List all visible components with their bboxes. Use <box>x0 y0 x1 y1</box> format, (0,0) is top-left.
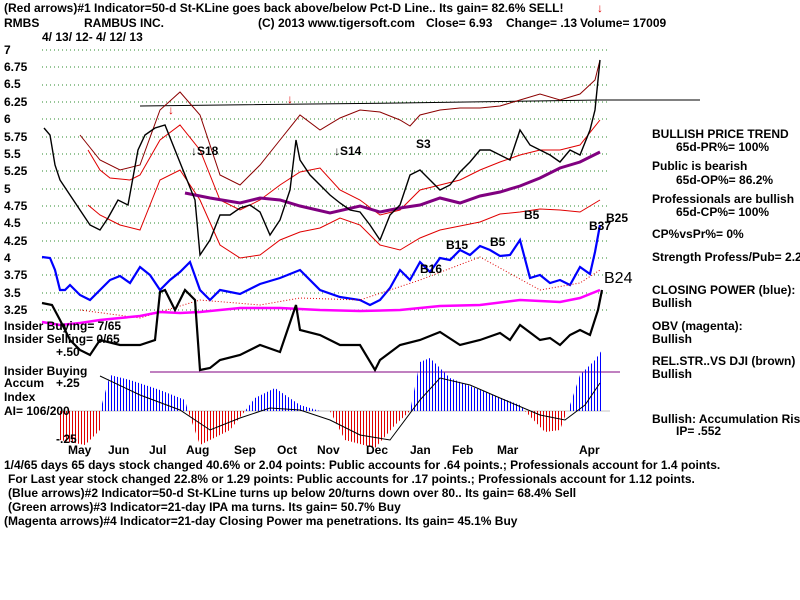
closing-power-title: CLOSING POWER (blue): <box>652 283 796 297</box>
month-label: Dec <box>366 443 389 457</box>
copyright: (C) 2013 www.tigersoft.com <box>258 16 415 30</box>
y-tick: 7 <box>4 43 11 57</box>
relstr-value: Bullish <box>652 367 693 381</box>
upper-band <box>79 59 601 186</box>
cpvspr-value: CP%vsPr%= 0% <box>652 227 744 241</box>
month-label: May <box>68 443 92 457</box>
plus50-label: +.50 <box>56 345 80 359</box>
signal-b16: B16 <box>420 262 443 276</box>
accum-neg-2 <box>188 411 245 445</box>
accum-pos-1 <box>100 375 188 411</box>
month-label: Oct <box>277 443 298 457</box>
closing-power-line <box>41 224 602 307</box>
ticker: RMBS <box>4 16 40 30</box>
ma-purple <box>184 150 601 215</box>
pr-value: 65d-PR%= 100% <box>676 140 770 154</box>
accum-neg-3 <box>330 411 410 448</box>
y-tick: 5.25 <box>4 164 28 178</box>
accum-label: Accum <box>4 376 45 390</box>
month-label: Aug <box>186 443 210 457</box>
indicator-1-title: (Red arrows)#1 Indicator=50-d St-KLine g… <box>4 1 564 15</box>
date-range: 4/ 13/ 12- 4/ 12/ 13 <box>42 30 143 44</box>
footer-line-3: (Blue arrows)#2 Indicator=50-d St-KLine … <box>8 486 577 500</box>
footer-line-4: (Green arrows)#3 Indicator=21-day IPA ma… <box>8 500 401 514</box>
month-label: Jul <box>149 443 167 457</box>
volume-value: Volume= 17009 <box>580 16 667 30</box>
accum-pos-3 <box>410 358 525 411</box>
month-label: Apr <box>579 443 600 457</box>
public-title: Public is bearish <box>652 159 748 173</box>
insider-buying-label: Insider Buying <box>4 364 88 378</box>
y-tick: 3.5 <box>4 286 21 300</box>
ai-value: AI= 106/200 <box>4 404 70 418</box>
company-name: RAMBUS INC. <box>84 16 164 30</box>
strength-value: Strength Profess/Pub= 2.2 <box>652 250 800 264</box>
obv-line <box>41 288 601 327</box>
signal-b37: B37 <box>589 219 612 233</box>
accum-pos-4 <box>568 350 602 411</box>
accum-neg-4 <box>525 411 567 432</box>
relstr-title: REL.STR..VS DJI (brown) <box>652 354 796 368</box>
price-line <box>43 59 601 258</box>
y-tick: 4.75 <box>4 199 28 213</box>
rel-strength-line <box>41 288 604 373</box>
minus25-label: -.25 <box>56 432 77 446</box>
footer-line-1: 1/4/65 days 65 days stock changed 40.6% … <box>4 458 721 472</box>
accum-pos-2 <box>245 388 320 411</box>
signal-b5: B5 <box>524 208 540 222</box>
signal-b5b: B5 <box>490 235 506 249</box>
y-tick: 3.25 <box>4 303 28 317</box>
signal-b15: B15 <box>446 238 469 252</box>
arrow-down-icon: ↓ <box>287 92 293 106</box>
index-label: Index <box>4 390 36 404</box>
lower-band <box>87 169 601 259</box>
accum-ma <box>99 375 601 441</box>
cp-value: 65d-CP%= 100% <box>676 205 770 219</box>
ip-value: IP= .552 <box>676 424 722 438</box>
y-tick: 4.5 <box>4 216 21 230</box>
y-tick: 6.75 <box>4 60 28 74</box>
y-tick: 4.25 <box>4 234 28 248</box>
accum-rising: Bullish: Accumulation Risi <box>652 412 800 426</box>
y-tick: 6.5 <box>4 77 21 91</box>
obv-title: OBV (magenta): <box>652 319 743 333</box>
footer-line-2: For Last year stock changed 22.8% or 1.2… <box>8 472 695 486</box>
arrow-down-icon: ↓ <box>168 103 174 117</box>
signal-s3: S3 <box>416 137 431 151</box>
insider-selling-ratio: Insider Selling= 0/65 <box>4 332 120 346</box>
closing-power-value: Bullish <box>652 296 693 310</box>
y-tick: 5 <box>4 182 11 196</box>
sell-arrows: ↓ ↓ ↓ <box>168 1 603 117</box>
month-label: Nov <box>317 443 340 457</box>
y-tick: 4 <box>4 251 11 265</box>
signal-b25: B25 <box>606 211 629 225</box>
signal-b24: B24 <box>604 270 633 287</box>
month-label: Mar <box>497 443 519 457</box>
y-tick: 6.25 <box>4 95 28 109</box>
signal-s14: ↓S14 <box>334 144 362 158</box>
op-value: 65d-OP%= 86.2% <box>676 173 774 187</box>
y-tick: 5.75 <box>4 130 28 144</box>
month-label: Sep <box>234 443 257 457</box>
y-tick: 3.75 <box>4 268 28 282</box>
month-label: Jan <box>410 443 431 457</box>
arrow-down-icon: ↓ <box>597 1 603 15</box>
trend-title: BULLISH PRICE TREND <box>652 127 789 141</box>
month-label: Feb <box>452 443 474 457</box>
pro-title: Professionals are bullish <box>652 192 795 206</box>
signal-s18: ↓S18 <box>191 144 219 158</box>
obv-value: Bullish <box>652 332 693 346</box>
close-value: Close= 6.93 <box>426 16 493 30</box>
accum-neg-1 <box>60 411 100 445</box>
insider-buying-ratio: Insider Buying= 7/65 <box>4 319 122 333</box>
footer-line-5: (Magenta arrows)#4 Indicator=21-day Clos… <box>4 514 518 528</box>
change-value: Change= .13 <box>506 16 578 30</box>
cp-ma-dotted <box>79 256 601 319</box>
y-tick: 6 <box>4 112 11 126</box>
month-label: Jun <box>108 443 130 457</box>
y-tick: 5.5 <box>4 147 21 161</box>
resistance-line <box>139 99 700 107</box>
plus25-label: +.25 <box>56 376 80 390</box>
